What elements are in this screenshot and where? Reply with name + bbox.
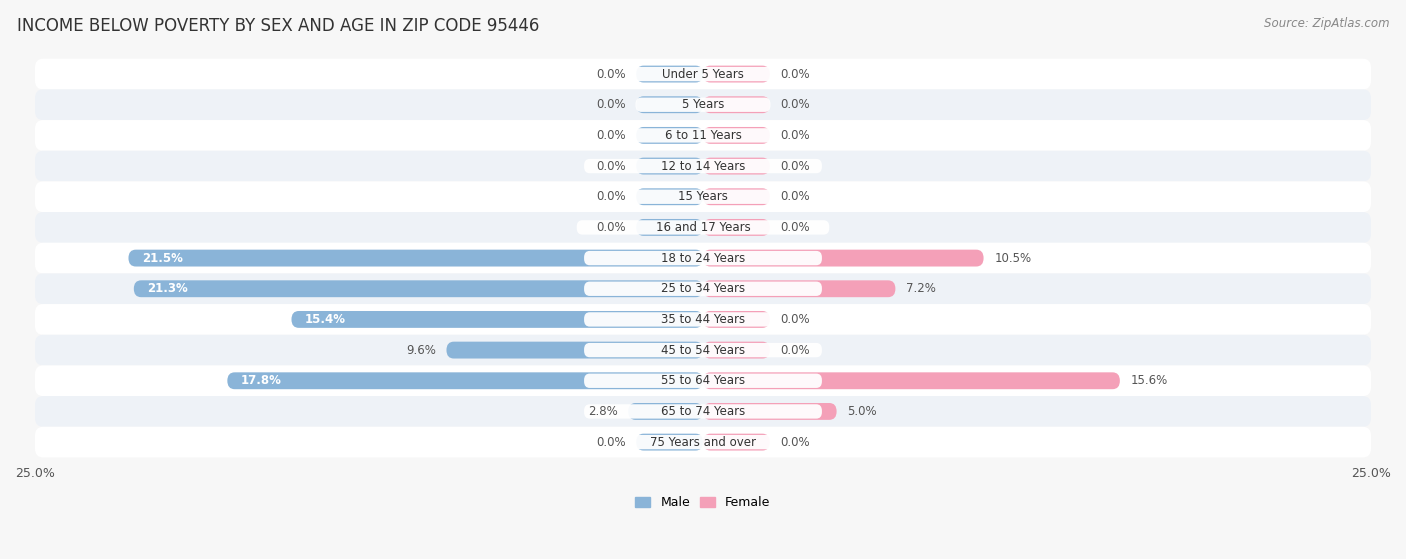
Text: 0.0%: 0.0%: [596, 68, 626, 80]
Text: 0.0%: 0.0%: [780, 435, 810, 449]
FancyBboxPatch shape: [583, 373, 823, 388]
FancyBboxPatch shape: [35, 182, 1371, 212]
FancyBboxPatch shape: [35, 396, 1371, 427]
Text: 0.0%: 0.0%: [596, 435, 626, 449]
FancyBboxPatch shape: [576, 220, 830, 235]
Text: 35 to 44 Years: 35 to 44 Years: [661, 313, 745, 326]
Text: 25 to 34 Years: 25 to 34 Years: [661, 282, 745, 295]
FancyBboxPatch shape: [134, 280, 703, 297]
Text: 0.0%: 0.0%: [596, 98, 626, 111]
FancyBboxPatch shape: [636, 98, 770, 112]
FancyBboxPatch shape: [583, 312, 823, 326]
Text: 0.0%: 0.0%: [596, 159, 626, 173]
FancyBboxPatch shape: [703, 280, 896, 297]
FancyBboxPatch shape: [228, 372, 703, 389]
FancyBboxPatch shape: [35, 59, 1371, 89]
Text: 0.0%: 0.0%: [596, 221, 626, 234]
FancyBboxPatch shape: [128, 250, 703, 267]
FancyBboxPatch shape: [35, 212, 1371, 243]
Text: 6 to 11 Years: 6 to 11 Years: [665, 129, 741, 142]
FancyBboxPatch shape: [583, 159, 823, 173]
Text: 7.2%: 7.2%: [905, 282, 936, 295]
Text: 0.0%: 0.0%: [780, 313, 810, 326]
Text: 18 to 24 Years: 18 to 24 Years: [661, 252, 745, 264]
Text: 45 to 54 Years: 45 to 54 Years: [661, 344, 745, 357]
Text: 75 Years and over: 75 Years and over: [650, 435, 756, 449]
FancyBboxPatch shape: [636, 127, 703, 144]
FancyBboxPatch shape: [35, 366, 1371, 396]
FancyBboxPatch shape: [35, 335, 1371, 366]
Text: 17.8%: 17.8%: [240, 375, 281, 387]
FancyBboxPatch shape: [628, 190, 778, 204]
FancyBboxPatch shape: [628, 403, 703, 420]
Text: Source: ZipAtlas.com: Source: ZipAtlas.com: [1264, 17, 1389, 30]
FancyBboxPatch shape: [583, 343, 823, 357]
Text: 21.5%: 21.5%: [142, 252, 183, 264]
FancyBboxPatch shape: [703, 403, 837, 420]
FancyBboxPatch shape: [636, 96, 703, 113]
FancyBboxPatch shape: [35, 151, 1371, 182]
FancyBboxPatch shape: [703, 188, 770, 205]
FancyBboxPatch shape: [703, 96, 770, 113]
FancyBboxPatch shape: [583, 282, 823, 296]
Text: 15 Years: 15 Years: [678, 190, 728, 203]
FancyBboxPatch shape: [636, 219, 703, 236]
FancyBboxPatch shape: [35, 273, 1371, 304]
FancyBboxPatch shape: [703, 311, 770, 328]
FancyBboxPatch shape: [35, 304, 1371, 335]
FancyBboxPatch shape: [636, 158, 703, 174]
FancyBboxPatch shape: [35, 89, 1371, 120]
Text: 55 to 64 Years: 55 to 64 Years: [661, 375, 745, 387]
Text: 0.0%: 0.0%: [596, 129, 626, 142]
Text: 16 and 17 Years: 16 and 17 Years: [655, 221, 751, 234]
Text: 10.5%: 10.5%: [994, 252, 1032, 264]
Text: 0.0%: 0.0%: [780, 68, 810, 80]
Text: INCOME BELOW POVERTY BY SEX AND AGE IN ZIP CODE 95446: INCOME BELOW POVERTY BY SEX AND AGE IN Z…: [17, 17, 540, 35]
Text: 15.4%: 15.4%: [305, 313, 346, 326]
FancyBboxPatch shape: [447, 342, 703, 358]
FancyBboxPatch shape: [703, 158, 770, 174]
FancyBboxPatch shape: [636, 65, 703, 83]
Text: 15.6%: 15.6%: [1130, 375, 1168, 387]
Text: 2.8%: 2.8%: [588, 405, 617, 418]
FancyBboxPatch shape: [35, 427, 1371, 457]
Text: Under 5 Years: Under 5 Years: [662, 68, 744, 80]
FancyBboxPatch shape: [703, 372, 1119, 389]
FancyBboxPatch shape: [35, 120, 1371, 151]
FancyBboxPatch shape: [703, 219, 770, 236]
Text: 12 to 14 Years: 12 to 14 Years: [661, 159, 745, 173]
Text: 0.0%: 0.0%: [780, 159, 810, 173]
FancyBboxPatch shape: [291, 311, 703, 328]
FancyBboxPatch shape: [636, 434, 703, 451]
FancyBboxPatch shape: [562, 435, 844, 449]
Text: 0.0%: 0.0%: [780, 190, 810, 203]
Text: 0.0%: 0.0%: [596, 190, 626, 203]
FancyBboxPatch shape: [592, 128, 814, 143]
Text: 9.6%: 9.6%: [406, 344, 436, 357]
Text: 21.3%: 21.3%: [148, 282, 188, 295]
FancyBboxPatch shape: [592, 67, 814, 81]
Text: 5.0%: 5.0%: [848, 405, 877, 418]
FancyBboxPatch shape: [35, 243, 1371, 273]
FancyBboxPatch shape: [583, 404, 823, 419]
FancyBboxPatch shape: [636, 188, 703, 205]
Legend: Male, Female: Male, Female: [631, 492, 775, 513]
Text: 0.0%: 0.0%: [780, 221, 810, 234]
Text: 0.0%: 0.0%: [780, 344, 810, 357]
FancyBboxPatch shape: [703, 434, 770, 451]
FancyBboxPatch shape: [583, 251, 823, 266]
Text: 0.0%: 0.0%: [780, 98, 810, 111]
FancyBboxPatch shape: [703, 342, 770, 358]
Text: 5 Years: 5 Years: [682, 98, 724, 111]
FancyBboxPatch shape: [703, 127, 770, 144]
FancyBboxPatch shape: [703, 65, 770, 83]
Text: 0.0%: 0.0%: [780, 129, 810, 142]
Text: 65 to 74 Years: 65 to 74 Years: [661, 405, 745, 418]
FancyBboxPatch shape: [703, 250, 984, 267]
